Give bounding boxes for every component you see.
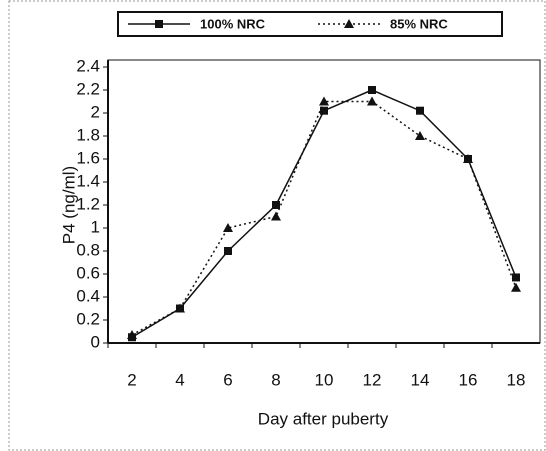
x-tick-label: 12 [363,370,382,389]
y-tick-label: 0.8 [76,240,100,259]
y-tick-label: 1.8 [76,125,100,144]
y-tick-label: 1 [91,217,100,236]
y-tick-label: 0.2 [76,309,100,328]
y-tick-label: 0.4 [76,286,100,305]
x-tick-label: 6 [223,370,232,389]
point [368,86,376,94]
x-tick-label: 16 [459,370,478,389]
frame [8,0,546,451]
x-tick-label: 14 [411,370,430,389]
y-tick-label: 2 [91,102,100,121]
point [416,106,424,115]
point [175,303,185,313]
point [367,96,377,106]
y-tick-label: 2.2 [76,79,100,98]
x-tick-label: 10 [315,370,334,389]
point [319,96,329,106]
legend-marker [155,20,163,28]
series-line [131,89,517,338]
legend-label: 85% NRC [390,16,448,31]
point [511,282,521,292]
point [223,223,233,232]
y-tick-label: 1.2 [76,194,100,213]
legend-label: 100% NRC [200,16,266,31]
point [127,329,137,339]
point [271,211,281,221]
legend-marker [344,19,354,28]
point [224,247,232,255]
y-axis-label: P4 (ng/ml) [59,166,78,244]
y-tick-label: 1.6 [76,148,100,167]
x-tick-label: 2 [127,370,136,389]
x-axis-label: Day after puberty [258,409,389,428]
point [512,273,520,282]
y-tick-label: 1.4 [76,171,100,190]
point [320,106,328,115]
x-tick-label: 8 [271,370,280,389]
series-line [131,100,517,336]
x-tick-label: 4 [175,370,184,389]
point [272,201,280,209]
x-tick-label: 18 [507,370,526,389]
y-tick-label: 0.6 [76,263,100,282]
y-tick-label: 2.4 [76,56,100,75]
point [463,154,473,163]
y-tick-label: 0 [91,332,100,351]
point [415,131,425,140]
